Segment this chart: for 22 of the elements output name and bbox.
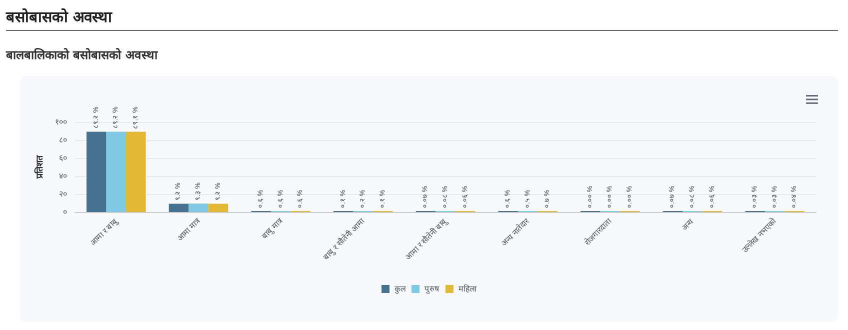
bar <box>168 204 189 212</box>
y-tick-label: १०० <box>55 118 67 126</box>
x-tick-label: अन्य <box>680 216 696 232</box>
y-tick-label: ४० <box>59 172 67 180</box>
legend-label: कुल <box>394 284 406 294</box>
bar <box>106 132 126 212</box>
x-tick-label: आमा मात्र <box>175 216 202 244</box>
bar <box>208 204 228 212</box>
chart-subtitle: बालबालिकाको बसोबासको अवस्था <box>6 47 158 63</box>
x-tick-label: बाबु मात्र <box>260 216 286 242</box>
legend-label: पुरुष <box>424 284 440 294</box>
y-axis-title: प्रतिशत <box>34 154 45 180</box>
bar <box>86 132 106 212</box>
y-tick-label: २० <box>59 190 67 198</box>
bar <box>188 204 208 212</box>
legend-label: महिला <box>458 284 478 294</box>
y-tick-label: ० <box>63 208 67 216</box>
bar <box>126 132 146 212</box>
y-tick-label: ८० <box>59 136 67 144</box>
y-tick-label: ६० <box>59 154 67 162</box>
chart-title: बसोबासको अवस्था <box>6 7 112 26</box>
x-tick-label: आमा र बाबु <box>88 216 121 248</box>
